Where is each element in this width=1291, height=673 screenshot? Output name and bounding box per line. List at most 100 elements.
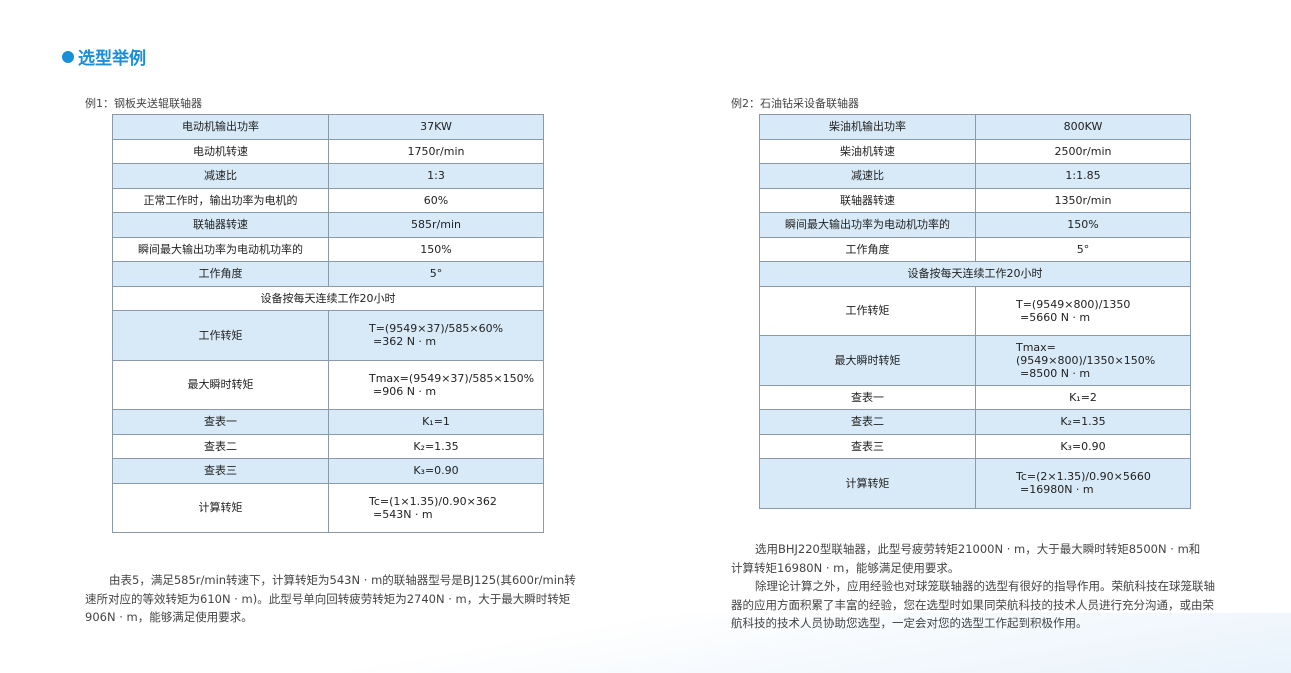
param-value: K₁=1: [328, 409, 544, 435]
param-label: 联轴器转速: [759, 187, 976, 213]
param-label: 电动机输出功率: [112, 114, 329, 140]
table-row: 最大瞬时转矩 Tmax=(9549×37)/585×150% =906 N · m: [112, 359, 544, 410]
param-label: 工作角度: [759, 236, 976, 262]
background-wave: [0, 613, 1291, 673]
table-row: 计算转矩 Tc=(1×1.35)/0.90×362 =543N · m: [112, 482, 544, 533]
param-value: 5°: [975, 236, 1191, 262]
formula-line: Tc=(2×1.35)/0.90×5660: [1016, 470, 1151, 484]
example1-table: 电动机输出功率 37KW 电动机转速 1750r/min 减速比 1:3 正常工作时，输出功…: [112, 114, 544, 533]
param-value: 150%: [975, 212, 1191, 238]
table-row: 工作转矩 T=(9549×800)/1350 =5660 N · m: [759, 285, 1191, 336]
param-label: 工作角度: [112, 261, 329, 287]
param-value: K₂=1.35: [328, 433, 544, 459]
param-label: 瞬间最大输出功率为电动机功率的: [759, 212, 976, 238]
formula-cell: Tmax=(9549×800)/1350×150% =8500 N · m: [975, 335, 1191, 386]
table-row: 减速比 1:3: [112, 163, 544, 189]
param-value: 800KW: [975, 114, 1191, 140]
formula-result: =5660 N · m: [1020, 310, 1091, 324]
param-label: 查表一: [112, 409, 329, 435]
section-title: 选型举例: [62, 44, 146, 69]
example2-paragraph-1: 选用BHJ220型联轴器，此型号疲劳转矩21000N · m，大于最大瞬时转矩8…: [731, 542, 1201, 575]
formula-result: =8500 N · m: [1020, 366, 1091, 380]
bullet-dot-icon: [62, 50, 74, 63]
formula-cell: Tc=(2×1.35)/0.90×5660 =16980N · m: [975, 458, 1191, 509]
formula-line: Tmax=(9549×800)/1350×150%: [1016, 340, 1156, 367]
table-row: 查表一 K₁=2: [759, 384, 1191, 410]
param-label: 联轴器转速: [112, 212, 329, 238]
param-label: 瞬间最大输出功率为电动机功率的: [112, 236, 329, 262]
formula-cell: T=(9549×37)/585×60% =362 N · m: [328, 310, 544, 361]
table-row: 查表三 K₃=0.90: [112, 458, 544, 484]
formula-result: =362 N · m: [373, 335, 437, 349]
param-label: 柴油机输出功率: [759, 114, 976, 140]
param-value: K₂=1.35: [975, 409, 1191, 435]
section-title-text: 选型举例: [78, 49, 146, 69]
param-value: 150%: [328, 236, 544, 262]
table-row: 联轴器转速 1350r/min: [759, 187, 1191, 213]
param-value: 1:3: [328, 163, 544, 189]
formula-cell: T=(9549×800)/1350 =5660 N · m: [975, 285, 1191, 336]
table-row: 正常工作时，输出功率为电机的 60%: [112, 187, 544, 213]
formula-line: T=(9549×800)/1350: [1016, 297, 1131, 311]
param-value: 37KW: [328, 114, 544, 140]
param-value: 1:1.85: [975, 163, 1191, 189]
param-label: 计算转矩: [759, 458, 976, 509]
table-row: 查表二 K₂=1.35: [112, 433, 544, 459]
example1-paragraph: 由表5，满足585r/min转速下，计算转矩为543N · m的联轴器型号是BJ…: [85, 573, 576, 624]
table-row: 工作角度 5°: [759, 236, 1191, 262]
table-row: 柴油机输出功率 800KW: [759, 114, 1191, 140]
param-value: K₁=2: [975, 384, 1191, 410]
formula-line: T=(9549×37)/585×60%: [369, 322, 504, 336]
table-row: 柴油机转速 2500r/min: [759, 138, 1191, 164]
table-row: 查表三 K₃=0.90: [759, 433, 1191, 459]
table-row: 电动机转速 1750r/min: [112, 138, 544, 164]
param-label: 查表三: [112, 458, 329, 484]
param-value: K₃=0.90: [975, 433, 1191, 459]
example2-table: 柴油机输出功率 800KW 柴油机转速 2500r/min 减速比 1:1.85 联轴器转速…: [759, 114, 1191, 509]
example2-paragraph-2: 除理论计算之外，应用经验也对球笼联轴器的选型有很好的指导作用。荣航科技在球笼联轴…: [731, 579, 1215, 630]
table-row: 查表一 K₁=1: [112, 409, 544, 435]
span-cell: 设备按每天连续工作20小时: [759, 261, 1191, 287]
table-row: 工作转矩 T=(9549×37)/585×60% =362 N · m: [112, 310, 544, 361]
param-label: 工作转矩: [112, 310, 329, 361]
param-label: 正常工作时，输出功率为电机的: [112, 187, 329, 213]
table-row: 减速比 1:1.85: [759, 163, 1191, 189]
formula-result: =543N · m: [373, 507, 433, 521]
param-value: 585r/min: [328, 212, 544, 238]
param-label: 查表一: [759, 384, 976, 410]
table-row: 查表二 K₂=1.35: [759, 409, 1191, 435]
table-row: 设备按每天连续工作20小时: [112, 285, 544, 311]
formula-cell: Tc=(1×1.35)/0.90×362 =543N · m: [328, 482, 544, 533]
param-value: 2500r/min: [975, 138, 1191, 164]
table-row: 计算转矩 Tc=(2×1.35)/0.90×5660 =16980N · m: [759, 458, 1191, 509]
param-label: 减速比: [759, 163, 976, 189]
table-row: 设备按每天连续工作20小时: [759, 261, 1191, 287]
table-row: 最大瞬时转矩 Tmax=(9549×800)/1350×150% =8500 N ·…: [759, 335, 1191, 386]
param-label: 查表三: [759, 433, 976, 459]
param-value: 1350r/min: [975, 187, 1191, 213]
example1-caption: 例1：钢板夹送辊联轴器: [85, 97, 202, 110]
param-label: 最大瞬时转矩: [112, 359, 329, 410]
example2-caption: 例2：石油钻采设备联轴器: [731, 97, 859, 110]
formula-result: =906 N · m: [373, 384, 437, 398]
table-row: 电动机输出功率 37KW: [112, 114, 544, 140]
param-label: 减速比: [112, 163, 329, 189]
span-cell: 设备按每天连续工作20小时: [112, 285, 544, 311]
param-label: 查表二: [759, 409, 976, 435]
param-label: 电动机转速: [112, 138, 329, 164]
param-value: K₃=0.90: [328, 458, 544, 484]
param-label: 计算转矩: [112, 482, 329, 533]
param-value: 60%: [328, 187, 544, 213]
formula-line: Tmax=(9549×37)/585×150%: [369, 371, 535, 385]
param-value: 5°: [328, 261, 544, 287]
table-row: 瞬间最大输出功率为电动机功率的 150%: [759, 212, 1191, 238]
formula-line: Tc=(1×1.35)/0.90×362: [369, 494, 497, 508]
formula-result: =16980N · m: [1020, 483, 1094, 497]
param-value: 1750r/min: [328, 138, 544, 164]
param-label: 柴油机转速: [759, 138, 976, 164]
formula-cell: Tmax=(9549×37)/585×150% =906 N · m: [328, 359, 544, 410]
table-row: 工作角度 5°: [112, 261, 544, 287]
table-row: 瞬间最大输出功率为电动机功率的 150%: [112, 236, 544, 262]
param-label: 最大瞬时转矩: [759, 335, 976, 386]
table-row: 联轴器转速 585r/min: [112, 212, 544, 238]
